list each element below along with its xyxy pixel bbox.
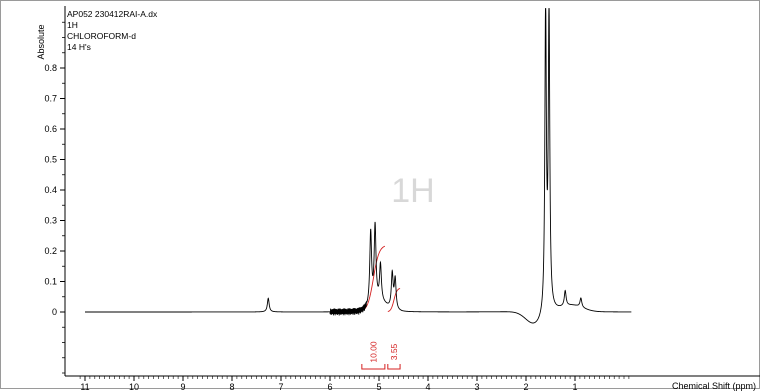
integral-bracket <box>387 364 401 370</box>
info-line-3: CHLOROFORM-d <box>67 31 136 41</box>
y-tick-label: 0.8 <box>44 63 57 73</box>
x-tick-label: 3 <box>474 382 479 391</box>
x-tick-label: 7 <box>278 382 283 391</box>
y-tick-label: 0.6 <box>44 124 57 134</box>
info-line-1: AP052 230412RAI-A.dx <box>67 9 158 19</box>
y-tick-label: 0 <box>52 307 57 317</box>
y-axis-label: Absolute <box>36 24 46 59</box>
info-line-4: 14 H's <box>67 42 91 52</box>
nucleus-watermark: 1H <box>391 172 434 210</box>
spectrum-line <box>85 8 632 324</box>
y-tick-label: 0.7 <box>44 94 57 104</box>
x-tick-label: 6 <box>327 382 332 391</box>
x-tick-label: 11 <box>80 382 89 391</box>
x-tick-label: 1 <box>572 382 577 391</box>
x-tick-label: 10 <box>129 382 139 391</box>
y-tick-label: 0.3 <box>44 216 57 226</box>
y-tick-label: 0.2 <box>44 246 57 256</box>
axis-ticks: 0 0.1 0.2 0.3 0.4 0.5 0.6 0.7 0.8 11 10 9 8 7 6 5 4 3 2 1 <box>44 21 630 391</box>
y-tick-label: 0.5 <box>44 155 57 165</box>
y-tick-label: 0.4 <box>44 185 57 195</box>
x-tick-label: 8 <box>229 382 234 391</box>
x-tick-label: 5 <box>376 382 381 391</box>
integral-bracket <box>361 364 386 370</box>
integral-value: 3.55 <box>389 343 399 360</box>
x-tick-label: 2 <box>523 382 528 391</box>
integral-value: 10.00 <box>368 341 378 363</box>
x-axis-label: Chemical Shift (ppm) <box>672 381 756 391</box>
integral-curve <box>387 288 401 312</box>
x-tick-label: 9 <box>180 382 185 391</box>
x-tick-label: 4 <box>425 382 430 391</box>
info-line-2: 1H <box>67 20 78 30</box>
y-tick-label: 0.1 <box>44 277 57 287</box>
